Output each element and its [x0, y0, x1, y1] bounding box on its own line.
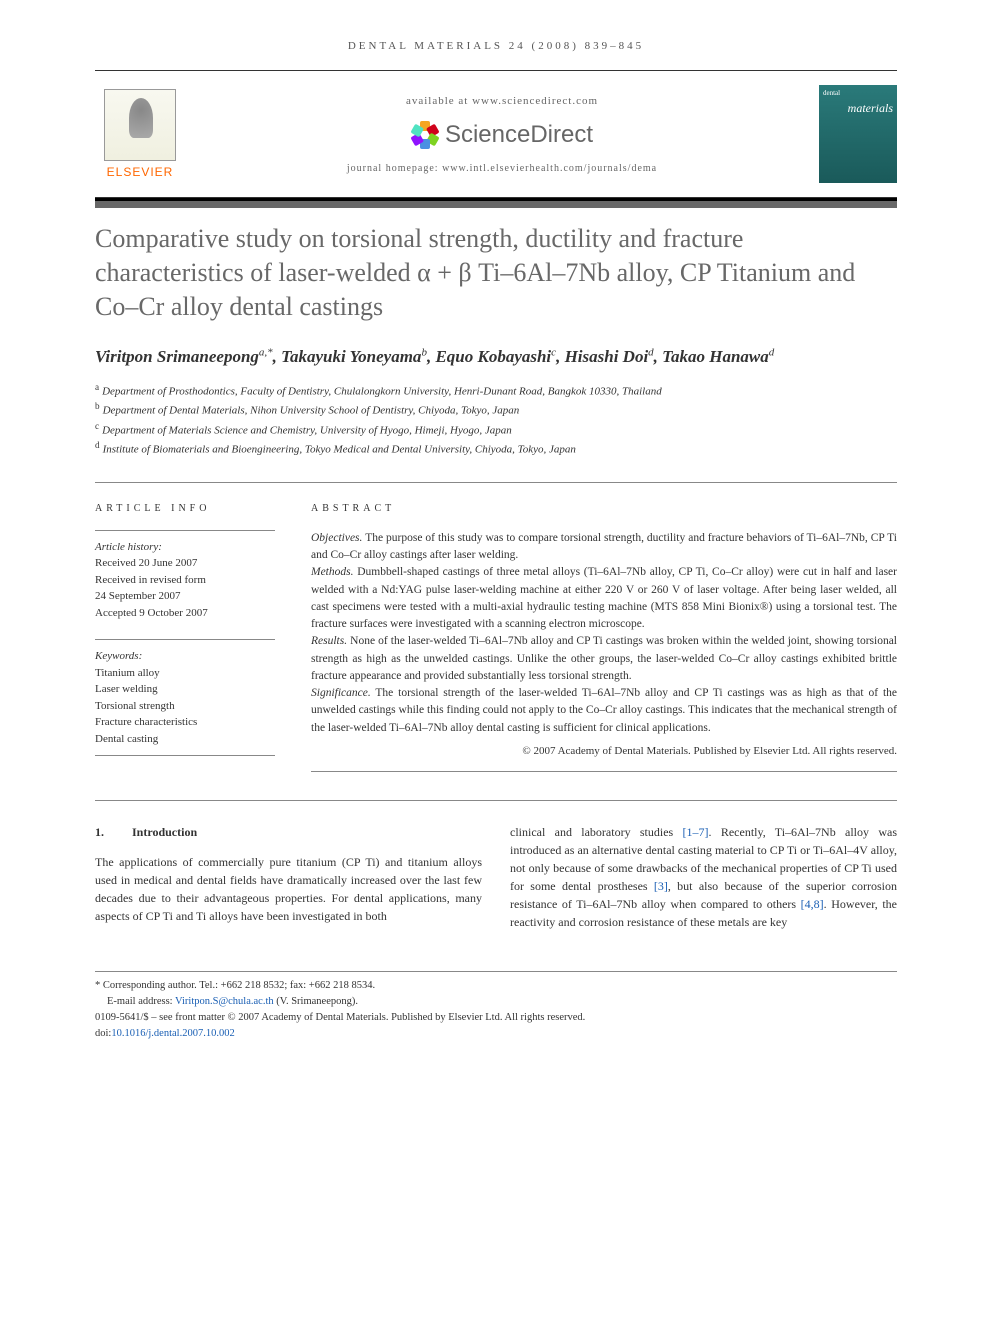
- footnotes: * Corresponding author. Tel.: +662 218 8…: [95, 971, 897, 1041]
- results-label: Results.: [311, 635, 347, 647]
- column-left: 1. Introduction The applications of comme…: [95, 823, 482, 931]
- citation-1-7[interactable]: [1–7]: [683, 825, 709, 839]
- author: Viritpon Srimaneeponga,*: [95, 347, 273, 366]
- affiliation: aDepartment of Prosthodontics, Faculty o…: [95, 381, 897, 400]
- author-email-link[interactable]: Viritpon.S@chula.ac.th: [175, 996, 274, 1007]
- author: Hisashi Doid: [565, 347, 654, 366]
- results-text: None of the laser-welded Ti–6Al–7Nb allo…: [311, 635, 897, 682]
- affiliation-list: aDepartment of Prosthodontics, Faculty o…: [95, 381, 897, 458]
- cover-small-text: dental: [823, 89, 893, 97]
- revised-line1: Received in revised form: [95, 572, 275, 589]
- email-label: E-mail address:: [107, 996, 175, 1007]
- cover-title-text: materials: [848, 101, 893, 116]
- elsevier-logo: ELSEVIER: [95, 89, 185, 179]
- citation-3[interactable]: [3]: [654, 879, 668, 893]
- sciencedirect-wordmark: ScienceDirect: [445, 121, 593, 149]
- abstract-methods: Methods. Dumbbell-shaped castings of thr…: [311, 564, 897, 633]
- affiliation: dInstitute of Biomaterials and Bioengine…: [95, 439, 897, 458]
- article-title: Comparative study on torsional strength,…: [95, 222, 897, 323]
- abstract-heading: ABSTRACT: [311, 501, 897, 516]
- keyword: Titanium alloy: [95, 665, 275, 682]
- affiliation: cDepartment of Materials Science and Che…: [95, 420, 897, 439]
- intro-paragraph-right: clinical and laboratory studies [1–7]. R…: [510, 823, 897, 931]
- elsevier-wordmark: ELSEVIER: [107, 165, 174, 179]
- body-text-columns: 1. Introduction The applications of comme…: [95, 800, 897, 931]
- accepted-date: Accepted 9 October 2007: [95, 605, 275, 622]
- keyword: Dental casting: [95, 731, 275, 748]
- objectives-label: Objectives.: [311, 532, 362, 544]
- methods-label: Methods.: [311, 566, 353, 578]
- keywords-label: Keywords:: [95, 648, 275, 665]
- author: Takao Hanawad: [662, 347, 774, 366]
- keywords-block: Keywords: Titanium alloyLaser weldingTor…: [95, 639, 275, 756]
- sciencedirect-logo[interactable]: ScienceDirect: [411, 121, 593, 149]
- issn-copyright: 0109-5641/$ – see front matter © 2007 Ac…: [95, 1010, 897, 1026]
- abstract-section: ABSTRACT Objectives. The purpose of this…: [311, 501, 897, 773]
- section-1-heading: 1. Introduction: [95, 823, 482, 841]
- intro-paragraph-left: The applications of commercially pure ti…: [95, 853, 482, 925]
- article-info-sidebar: ARTICLE INFO Article history: Received 2…: [95, 501, 275, 773]
- available-at-text: available at www.sciencedirect.com: [195, 95, 809, 107]
- running-header: DENTAL MATERIALS 24 (2008) 839–845: [95, 40, 897, 52]
- doi-line: doi:10.1016/j.dental.2007.10.002: [95, 1026, 897, 1042]
- elsevier-tree-icon: [104, 89, 176, 161]
- author: Equo Kobayashic: [435, 347, 556, 366]
- methods-text: Dumbbell-shaped castings of three metal …: [311, 566, 897, 630]
- sd-flower-icon: [411, 121, 439, 149]
- abstract-objectives: Objectives. The purpose of this study wa…: [311, 530, 897, 565]
- column-right: clinical and laboratory studies [1–7]. R…: [510, 823, 897, 931]
- affiliation: bDepartment of Dental Materials, Nihon U…: [95, 400, 897, 419]
- section-title: Introduction: [132, 825, 197, 839]
- citation-4-8[interactable]: [4,8]: [801, 897, 824, 911]
- significance-text: The torsional strength of the laser-weld…: [311, 687, 897, 734]
- title-separator-bar: [95, 198, 897, 208]
- body-text-a: clinical and laboratory studies: [510, 825, 683, 839]
- article-history: Article history: Received 20 June 2007 R…: [95, 530, 275, 622]
- journal-homepage-link[interactable]: journal homepage: www.intl.elsevierhealt…: [195, 163, 809, 174]
- author-list: Viritpon Srimaneeponga,*, Takayuki Yoney…: [95, 345, 897, 369]
- email-author-name: (V. Srimaneepong).: [274, 996, 358, 1007]
- article-info-heading: ARTICLE INFO: [95, 501, 275, 516]
- received-date: Received 20 June 2007: [95, 555, 275, 572]
- keyword: Torsional strength: [95, 698, 275, 715]
- objectives-text: The purpose of this study was to compare…: [311, 532, 897, 561]
- abstract-significance: Significance. The torsional strength of …: [311, 685, 897, 737]
- email-line: E-mail address: Viritpon.S@chula.ac.th (…: [95, 994, 897, 1010]
- doi-label: doi:: [95, 1028, 111, 1039]
- author: Takayuki Yoneyamab: [281, 347, 427, 366]
- keyword: Fracture characteristics: [95, 714, 275, 731]
- journal-cover-thumbnail: dental materials: [819, 85, 897, 183]
- section-number: 1.: [95, 825, 104, 839]
- corresponding-author: * Corresponding author. Tel.: +662 218 8…: [95, 978, 897, 994]
- history-label: Article history:: [95, 539, 275, 556]
- keyword: Laser welding: [95, 681, 275, 698]
- revised-line2: 24 September 2007: [95, 588, 275, 605]
- doi-link[interactable]: 10.1016/j.dental.2007.10.002: [111, 1028, 234, 1039]
- significance-label: Significance.: [311, 687, 371, 699]
- abstract-results: Results. None of the laser-welded Ti–6Al…: [311, 633, 897, 685]
- abstract-copyright: © 2007 Academy of Dental Materials. Publ…: [311, 743, 897, 760]
- journal-header: ELSEVIER available at www.sciencedirect.…: [95, 70, 897, 198]
